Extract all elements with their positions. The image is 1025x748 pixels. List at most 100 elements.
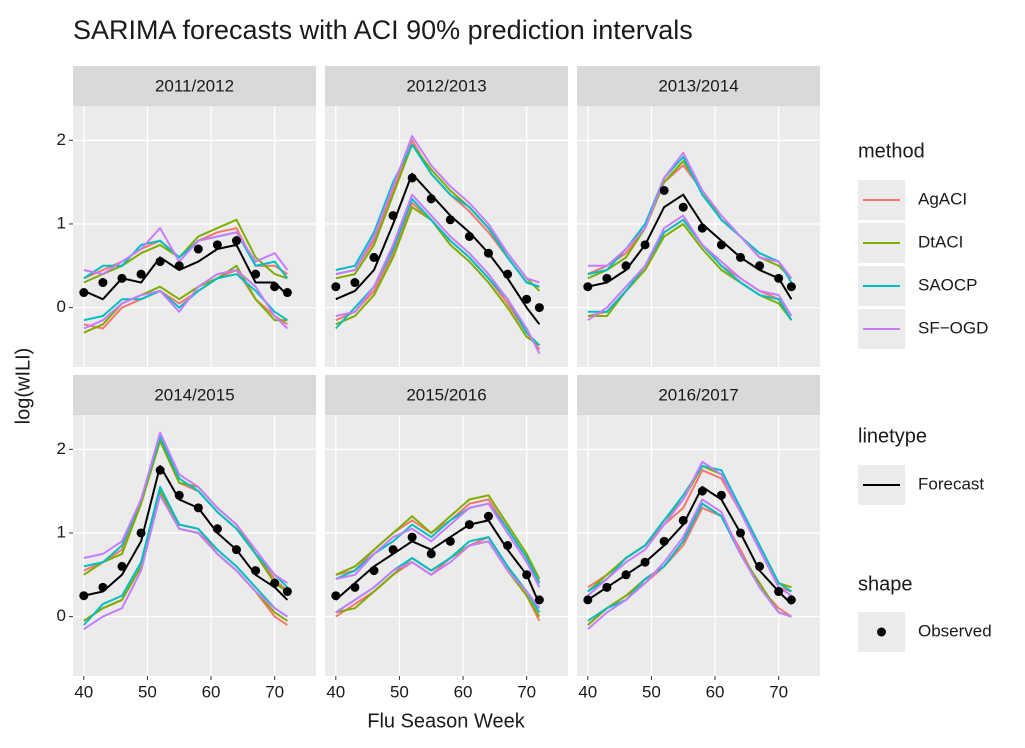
legend-title: method bbox=[858, 140, 925, 162]
observed-point bbox=[583, 282, 593, 292]
upper-bound-line bbox=[83, 435, 289, 589]
legend-label: Forecast bbox=[918, 474, 984, 493]
strip-label: 2011/2012 bbox=[155, 76, 234, 95]
upper-bound-line bbox=[83, 231, 289, 280]
observed-point bbox=[98, 582, 108, 592]
observed-point bbox=[369, 252, 379, 262]
legend-label: Observed bbox=[918, 621, 992, 640]
strip-label: 2014/2015 bbox=[154, 385, 234, 404]
strip-label: 2013/2014 bbox=[658, 76, 738, 95]
x-tick-label: 70 bbox=[265, 682, 284, 701]
observed-point bbox=[716, 490, 726, 500]
observed-point bbox=[331, 282, 341, 292]
observed-point bbox=[534, 303, 544, 313]
observed-point bbox=[350, 582, 360, 592]
observed-point bbox=[697, 223, 707, 233]
observed-point bbox=[231, 236, 241, 246]
observed-point bbox=[716, 240, 726, 250]
observed-point bbox=[117, 561, 127, 571]
x-axis-label: Flu Season Week bbox=[367, 710, 525, 732]
observed-point bbox=[270, 282, 280, 292]
observed-point bbox=[774, 273, 784, 283]
observed-point bbox=[136, 269, 146, 279]
strip-label: 2016/2017 bbox=[658, 385, 738, 404]
observed-point bbox=[774, 587, 784, 597]
x-tick-label: 60 bbox=[454, 682, 473, 701]
strip bbox=[73, 375, 316, 415]
observed-point bbox=[79, 288, 89, 298]
lower-bound-line bbox=[587, 218, 793, 321]
observed-point bbox=[697, 486, 707, 496]
observed-point bbox=[426, 194, 436, 204]
y-tick-label: 1 bbox=[57, 213, 66, 232]
x-tick-label: 40 bbox=[326, 682, 345, 701]
observed-point bbox=[640, 557, 650, 567]
observed-point bbox=[212, 524, 222, 534]
observed-point bbox=[407, 173, 417, 183]
observed-point bbox=[98, 278, 108, 288]
observed-point bbox=[193, 503, 203, 513]
lower-bound-line bbox=[587, 214, 793, 322]
upper-bound-line bbox=[587, 460, 792, 597]
legend-label: AgACI bbox=[918, 189, 967, 208]
x-tick-label: 70 bbox=[769, 682, 788, 701]
observed-point bbox=[282, 288, 292, 298]
lower-bound-line bbox=[83, 269, 289, 330]
observed-point bbox=[503, 541, 513, 550]
observed-point bbox=[388, 211, 398, 221]
observed-point bbox=[678, 202, 688, 212]
y-axis-label: log(wILI) bbox=[12, 348, 34, 425]
lower-bound-line bbox=[587, 498, 792, 630]
legend-label: SF−OGD bbox=[918, 318, 988, 337]
observed-point bbox=[426, 549, 436, 559]
observed-point bbox=[174, 490, 184, 500]
observed-point bbox=[621, 570, 631, 580]
strip-label: 2015/2016 bbox=[406, 385, 486, 404]
observed-point bbox=[678, 515, 688, 525]
observed-point bbox=[735, 528, 745, 538]
lower-bound-line bbox=[335, 540, 541, 614]
observed-point bbox=[659, 536, 669, 546]
observed-point bbox=[445, 536, 455, 546]
forecast-line bbox=[335, 172, 541, 325]
observed-point bbox=[534, 595, 544, 605]
lower-bound-line bbox=[83, 485, 288, 626]
upper-bound-line bbox=[335, 494, 541, 580]
x-tick-label: 70 bbox=[517, 682, 536, 701]
legend-label: DtACI bbox=[918, 232, 963, 251]
observed-point bbox=[350, 278, 360, 288]
forecast-line bbox=[83, 465, 289, 601]
observed-point bbox=[231, 545, 241, 555]
strip bbox=[577, 375, 820, 415]
observed-point bbox=[483, 248, 493, 258]
upper-bound-line bbox=[335, 135, 540, 284]
x-tick-label: 50 bbox=[642, 682, 661, 701]
legend-swatch bbox=[877, 627, 886, 637]
panel-background bbox=[73, 415, 316, 676]
panel-background bbox=[73, 106, 316, 367]
forecast-line bbox=[83, 243, 289, 301]
upper-bound-line bbox=[335, 143, 540, 288]
strip bbox=[577, 66, 820, 106]
x-tick-label: 50 bbox=[390, 682, 409, 701]
observed-point bbox=[640, 240, 650, 250]
y-tick-label: 2 bbox=[57, 439, 66, 458]
x-tick-label: 60 bbox=[706, 682, 725, 701]
forecast-line bbox=[587, 193, 793, 300]
x-tick-label: 50 bbox=[138, 682, 157, 701]
observed-point bbox=[483, 511, 493, 521]
y-tick-label: 0 bbox=[57, 297, 66, 316]
observed-point bbox=[602, 582, 612, 592]
observed-point bbox=[583, 595, 593, 605]
observed-point bbox=[602, 273, 612, 283]
observed-point bbox=[786, 282, 796, 292]
x-tick-label: 60 bbox=[202, 682, 221, 701]
observed-point bbox=[282, 587, 292, 597]
strip-label: 2012/2013 bbox=[406, 76, 486, 95]
observed-point bbox=[193, 244, 203, 254]
observed-point bbox=[522, 294, 532, 304]
observed-point bbox=[251, 269, 261, 279]
observed-point bbox=[117, 273, 127, 283]
observed-point bbox=[155, 257, 165, 267]
observed-point bbox=[369, 566, 379, 576]
